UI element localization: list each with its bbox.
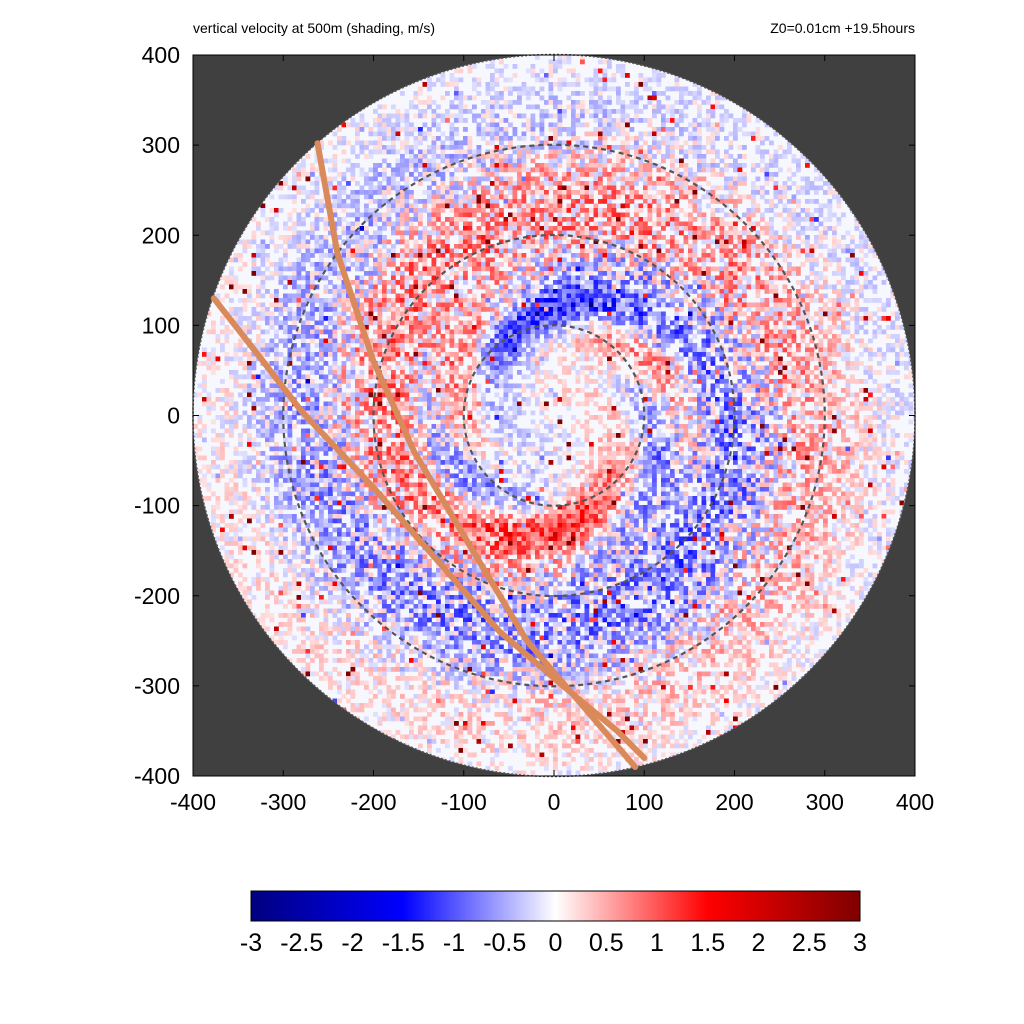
run-info-label: Z0=0.01cm +19.5hours [770,20,915,36]
y-tick-label: -200 [134,583,180,609]
colorbar-tick-label: 0 [549,929,563,957]
colorbar-tick-label: -1.5 [382,929,425,957]
x-axis: -400 -300 -200 -100 0 100 200 300 400 [170,55,934,815]
x-tick-label: 100 [625,789,663,815]
range-ring-100 [462,324,646,507]
plot-area [192,53,916,778]
colorbar-tick-label: -2.5 [280,929,323,957]
colorbar-tick-label: -1 [443,929,465,957]
y-tick-label: 0 [167,403,180,429]
colorbar-scale [250,890,861,922]
x-tick-label: 0 [548,789,561,815]
x-tick-label: 200 [715,789,753,815]
x-tick-label: -100 [441,789,487,815]
range-ring-300 [282,143,826,688]
colorbar-tick-label: 1.5 [690,929,725,957]
colorbar-tick-label: -3 [240,929,262,957]
x-tick-label: 400 [896,789,934,815]
y-tick-label: 100 [142,312,180,338]
y-tick-label: -400 [134,763,180,789]
colorbar-tick-label: -0.5 [483,929,526,957]
y-tick-label: 400 [142,42,180,68]
x-tick-label: 300 [806,789,844,815]
y-tick-label: -100 [134,493,180,519]
velocity-field [193,55,915,777]
plot-title: vertical velocity at 500m (shading, m/s) [193,20,435,36]
range-ring-200 [372,233,736,598]
y-tick-label: -300 [134,673,180,699]
x-tick-label: -200 [350,789,396,815]
colorbar-tick-label: 3 [853,929,867,957]
y-axis: 400 300 200 100 0 -100 -200 -300 -400 [134,42,915,789]
colorbar-tick-label: 0.5 [589,929,624,957]
y-tick-label: 300 [142,132,180,158]
colorbar-tick-label: 2 [752,929,766,957]
colorbar-tick-label: 1 [650,929,664,957]
colorbar-tick-label: 2.5 [792,929,827,957]
colorbar-tick-label: -2 [341,929,363,957]
colorbar: -3 -2.5 -2 -1.5 -1 -0.5 0 0.5 1 1.5 2 2.5 3 [240,890,867,957]
y-tick-label: 200 [142,222,180,248]
x-tick-label: -400 [170,789,216,815]
track-line-2 [210,295,648,761]
x-tick-label: -300 [260,789,306,815]
